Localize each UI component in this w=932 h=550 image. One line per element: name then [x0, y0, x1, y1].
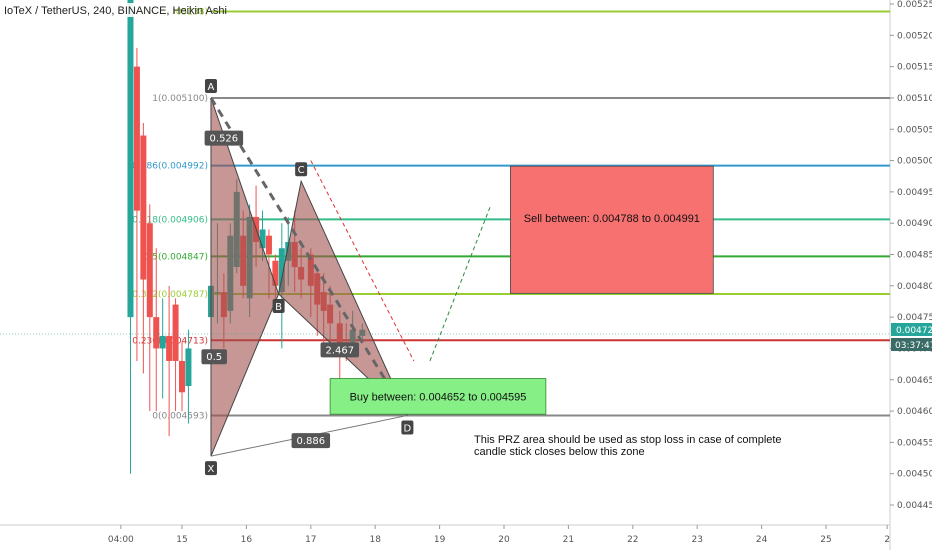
fib-level-label: 0.382(0.004787)	[132, 290, 208, 300]
trade-zones: Sell between: 0.004788 to 0.004991 Buy be…	[329, 165, 714, 415]
chart-title: IoTeX / TetherUS, 240, BINANCE, Heikin A…	[4, 5, 227, 17]
x-tick-label: 19	[434, 535, 446, 545]
projection-dashed-red	[310, 160, 415, 362]
x-tick-label: 21	[563, 535, 574, 545]
y-tick-label: 0.00515	[897, 63, 932, 73]
candle-body	[159, 335, 166, 349]
projection-dashed-green	[429, 204, 492, 362]
y-tick-label: 0.00460	[897, 407, 932, 417]
note-line-2: candle stick closes below this zone	[474, 446, 645, 458]
y-tick-label: 0.00500	[897, 157, 932, 167]
fib-level-label: 0(0.004593)	[152, 411, 208, 421]
y-tick-label: 0.00505	[897, 125, 932, 135]
candle-body	[133, 66, 140, 211]
buy-zone-label: Buy between: 0.004652 to 0.004595	[350, 391, 527, 403]
candle-body	[272, 260, 279, 286]
y-tick-label: 0.00480	[897, 282, 932, 292]
y-tick-label: 0.00495	[897, 188, 932, 198]
y-tick-label: 0.00485	[897, 251, 932, 261]
y-tick-label: 0.00450	[897, 470, 932, 480]
pattern-point-label: C	[298, 165, 305, 176]
pattern-point-label: B	[275, 302, 282, 313]
ratio-badge	[320, 342, 360, 358]
candle-body	[265, 235, 272, 255]
countdown-tag	[891, 338, 932, 351]
pattern-point-badge	[272, 298, 285, 313]
pattern-point-badge	[295, 162, 308, 177]
pattern-point-badge	[204, 78, 217, 93]
x-tick-label: 25	[820, 535, 831, 545]
candle-body	[185, 348, 192, 387]
last-price-tag	[891, 323, 932, 336]
fib-level-label: 0.5(0.004847)	[144, 252, 208, 262]
ratio-badge	[201, 349, 227, 365]
candle-body	[153, 317, 160, 349]
candle-body	[146, 223, 153, 318]
y-tick-label: 0.00465	[897, 376, 932, 386]
candle-body	[278, 248, 285, 293]
x-tick-label: 15	[176, 535, 187, 545]
candle-body	[127, 0, 134, 318]
x-tick-label: 17	[305, 535, 316, 545]
x-tick-label: 22	[627, 535, 638, 545]
candle-body	[140, 135, 147, 280]
y-tick-label: 0.00510	[897, 94, 932, 104]
pattern-point-badge	[204, 461, 217, 476]
last-price-value: 0.004723	[896, 326, 932, 336]
ratio-label: 0.526	[210, 134, 239, 145]
x-tick-label: 18	[369, 535, 381, 545]
pattern-point-label: X	[208, 464, 215, 475]
y-tick-label: 0.00445	[897, 501, 932, 511]
ratio-badge	[204, 130, 244, 146]
candle-body	[172, 304, 179, 361]
ratio-badge	[291, 433, 331, 449]
fib-level-label: 0.786(0.004992)	[132, 162, 208, 172]
ratio-label: 2.467	[325, 345, 354, 356]
x-tick-label: 24	[756, 535, 768, 545]
ratio-label: 0.886	[296, 436, 325, 447]
y-tick-label: 0.00455	[897, 438, 932, 448]
x-tick-label: 23	[691, 535, 702, 545]
y-tick-label: 0.00520	[897, 31, 932, 41]
candle-body	[179, 360, 185, 393]
projection-dashed-line	[209, 97, 409, 417]
y-tick-label: 0.00525	[897, 0, 932, 10]
x-tick-label: 04:00	[108, 535, 134, 545]
harmonic-triangle-xab	[210, 97, 280, 457]
buy-zone	[329, 378, 547, 415]
sell-zone	[510, 165, 714, 294]
x-tick-label: 2	[884, 535, 890, 545]
pattern-point-label: D	[404, 423, 412, 434]
pattern-point-label: A	[208, 82, 215, 93]
pattern-point-badge	[401, 420, 414, 435]
note-line-1: This PRZ area should be used as stop los…	[474, 434, 782, 446]
candle-body	[259, 229, 266, 249]
y-tick-label: 0.00475	[897, 313, 932, 323]
candle-body	[166, 335, 173, 361]
x-tick-label: 20	[498, 535, 510, 545]
y-tick-label: 0.00490	[897, 219, 932, 229]
fib-level-label: 1(0.005100)	[152, 94, 208, 104]
fib-level-label: 0.618(0.004906)	[132, 215, 208, 225]
x-tick-label: 16	[241, 535, 253, 545]
ratio-label: 0.5	[206, 352, 222, 363]
sell-zone-label: Sell between: 0.004788 to 0.004991	[524, 213, 700, 225]
countdown-value: 03:37:47	[895, 341, 932, 351]
harmonic-pattern: X A B C D 0.526 0.5 2.467 0.886	[201, 78, 492, 476]
title-background	[2, 3, 174, 17]
plot-background	[0, 0, 890, 550]
